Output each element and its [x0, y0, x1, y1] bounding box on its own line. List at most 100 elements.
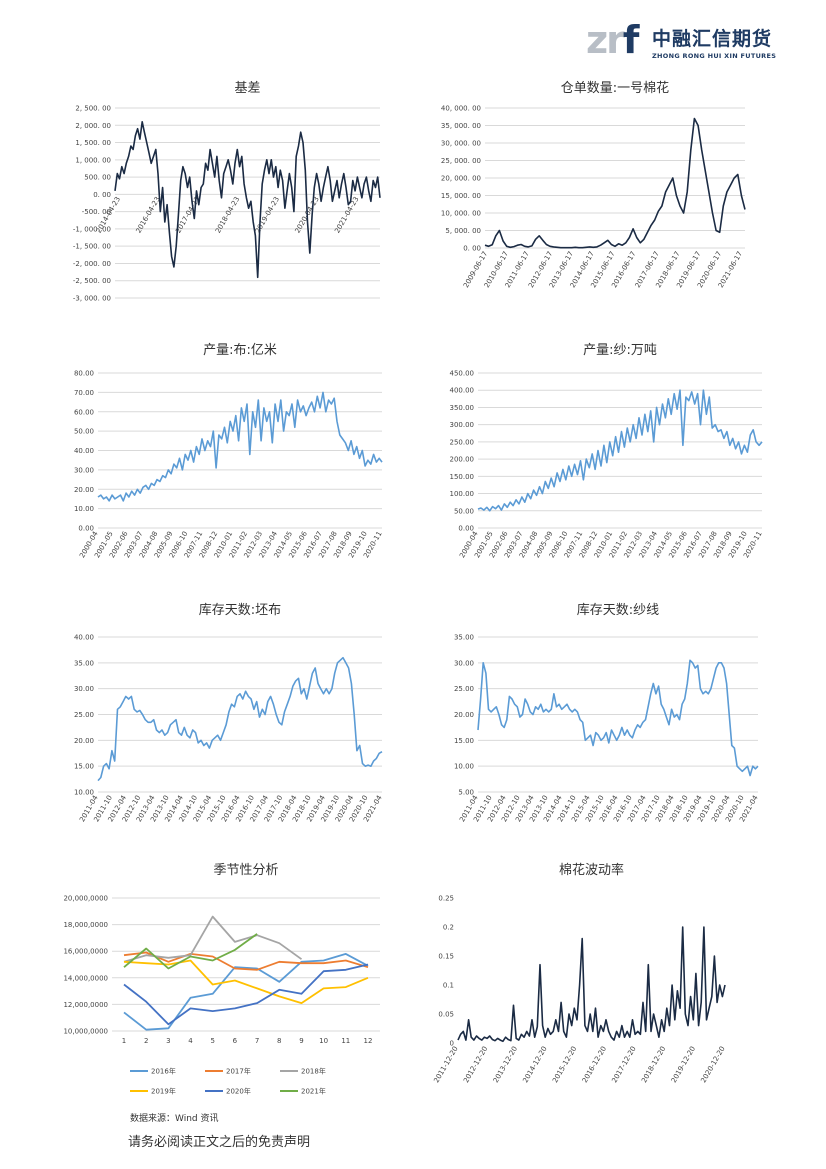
y-tick-label: 40, 000. 00 [441, 105, 481, 113]
chart-title: 基差 [234, 81, 260, 96]
y-tick-label: 25.00 [454, 685, 474, 693]
x-tick-label: 2019-12-20 [670, 1045, 697, 1084]
y-tick-label: -500. 00 [82, 208, 111, 216]
logo-company-name: 中融汇信期货 [652, 28, 773, 50]
chart-seasonality: 季节性分析 20,000,0000 18,000,0000 16,000,0000 14… [40, 860, 390, 1160]
series-line-fabric_output [97, 391, 383, 502]
data-source-note: 数据来源：Wind 资讯 [130, 1114, 219, 1124]
chart-svg-fabric_output: 产量:布:亿米 80.00 70.00 60.00 50.00 40.00 30.00 20.… [74, 343, 384, 559]
y-tick-label: 70.00 [74, 389, 94, 397]
series-line-2018年 [123, 915, 303, 963]
y-tick-label: 15.00 [454, 737, 474, 745]
series-line-volatility [457, 926, 726, 1043]
chart-cotton-volatility: 棉花波动率 0.25 0.2 0.15 0.1 0.05 0 2011-12-20 2012-1… [420, 860, 770, 1160]
legend-label: 2017年 [226, 1067, 251, 1076]
chart-title: 仓单数量:一号棉花 [561, 80, 669, 96]
series-line-warehouse [484, 117, 746, 249]
y-tick-label: 10,000,0000 [63, 1028, 108, 1036]
y-tick-label: 5.00 [458, 789, 474, 797]
x-tick-label: 9 [299, 1037, 303, 1045]
y-tick-label: 20, 000. 00 [441, 175, 481, 183]
y-tick-label: 10.00 [74, 505, 94, 513]
y-tick-label: 80.00 [74, 370, 94, 378]
x-tick-label: 11 [341, 1037, 350, 1045]
x-tick-label: 8 [277, 1037, 281, 1045]
y-tick-label: -3, 000. 00 [73, 295, 111, 303]
y-tick-label: 25.00 [74, 711, 94, 719]
legend-label: 2021年 [301, 1087, 326, 1096]
series-line-2017年 [123, 951, 369, 971]
y-tick-label: 200.00 [450, 456, 475, 464]
chart-svg-inventory_yarn: 库存天数:纱线 35.00 30.00 25.00 20.00 15.00 10.00 5.0… [454, 602, 760, 823]
x-tick-label: 2 [144, 1037, 148, 1045]
y-tick-label: 30, 000. 00 [441, 140, 481, 148]
x-tick-label: 2016-12-20 [581, 1045, 608, 1084]
y-tick-label: 20.00 [454, 711, 474, 719]
series-line-2021年 [123, 933, 258, 970]
chart-title: 产量:纱:万吨 [583, 343, 657, 358]
x-tick-label: 2014-12-20 [521, 1045, 548, 1084]
y-tick-label: 0. 00 [463, 245, 481, 253]
y-tick-label: 250.00 [450, 438, 475, 446]
x-tick-label: 3 [166, 1037, 170, 1045]
chart-fabric-output: 产量:布:亿米 80.00 70.00 60.00 50.00 40.00 30.00 20.… [40, 340, 390, 620]
series-line-2016年 [123, 953, 369, 1031]
y-tick-label: 35.00 [454, 634, 474, 642]
y-tick-label: 40.00 [74, 634, 94, 642]
y-tick-label: 50.00 [74, 428, 94, 436]
chart-svg-warehouse: 仓单数量:一号棉花 40, 000. 00 35, 000. 00 30, 000. … [441, 80, 746, 289]
y-tick-label: -2, 500. 00 [73, 277, 111, 285]
chart-basis: 基差 2, 500. 00 2, 000. 00 1, 500. 00 1, 000. … [40, 78, 390, 378]
y-tick-label: 18,000,0000 [63, 921, 108, 929]
y-tick-label: 300.00 [450, 421, 475, 429]
y-tick-label: 60.00 [74, 408, 94, 416]
chart-title: 棉花波动率 [559, 862, 624, 878]
legend-label: 2020年 [226, 1087, 251, 1096]
y-tick-label: 5, 000. 00 [445, 227, 481, 235]
y-tick-label: 0.1 [443, 982, 454, 990]
y-tick-label: 400.00 [450, 387, 475, 395]
logo-mark-zr: zr [586, 18, 625, 62]
series-line-inventory_yarn [477, 659, 759, 777]
company-logo: zrf 中融汇信期货 ZHONG RONG HUI XIN FUTURES [586, 18, 786, 68]
y-tick-label: 0. 00 [93, 191, 111, 199]
y-tick-label: 16,000,0000 [63, 948, 108, 956]
y-tick-label: 2, 500. 00 [75, 105, 111, 113]
y-tick-label: 12,000,0000 [63, 1001, 108, 1009]
series-line-inventory_greige [97, 656, 383, 782]
x-tick-label: 7 [255, 1037, 259, 1045]
y-tick-label: 15.00 [74, 763, 94, 771]
y-tick-label: 150.00 [450, 473, 475, 481]
y-tick-label: -1, 500. 00 [73, 243, 111, 251]
x-tick-label: 1 [122, 1037, 126, 1045]
y-tick-label: 0.15 [438, 953, 454, 961]
y-tick-label: 30.00 [74, 466, 94, 474]
y-tick-label: 10.00 [74, 789, 94, 797]
y-tick-label: 40.00 [74, 447, 94, 455]
chart-inventory-yarn: 库存天数:纱线 35.00 30.00 25.00 20.00 15.00 10.00 5.0… [420, 600, 770, 880]
chart-title: 产量:布:亿米 [203, 343, 277, 358]
y-tick-label: 20.00 [74, 486, 94, 494]
chart-yarn-output: 产量:纱:万吨 450.00 400.00 350.00 300.00 250.00 200… [420, 340, 770, 620]
y-tick-label: 0.25 [438, 895, 454, 903]
y-tick-label: 0.00 [458, 525, 474, 533]
x-tick-label: 2012-12-20 [462, 1045, 489, 1084]
x-tick-label: 5 [210, 1037, 214, 1045]
chart-warehouse-receipts: 仓单数量:一号棉花 40, 000. 00 35, 000. 00 30, 000. … [420, 78, 770, 378]
y-tick-label: 100.00 [450, 490, 475, 498]
y-tick-label: 1, 000. 00 [75, 156, 111, 164]
chart-title: 季节性分析 [213, 863, 278, 878]
series-line-2019年 [123, 959, 369, 1004]
y-tick-label: -1, 000. 00 [73, 225, 111, 233]
chart-title: 库存天数:纱线 [577, 602, 659, 618]
series-line-basis [114, 121, 381, 279]
y-tick-label: 10.00 [454, 763, 474, 771]
y-tick-label: -2, 000. 00 [73, 260, 111, 268]
y-tick-label: 35, 000. 00 [441, 122, 481, 130]
y-tick-label: 35.00 [74, 659, 94, 667]
legend-label: 2019年 [151, 1087, 176, 1096]
x-tick-label: 2017-12-20 [610, 1045, 637, 1084]
logo-company-name-en: ZHONG RONG HUI XIN FUTURES [652, 52, 777, 60]
x-tick-label: 10 [319, 1037, 328, 1045]
